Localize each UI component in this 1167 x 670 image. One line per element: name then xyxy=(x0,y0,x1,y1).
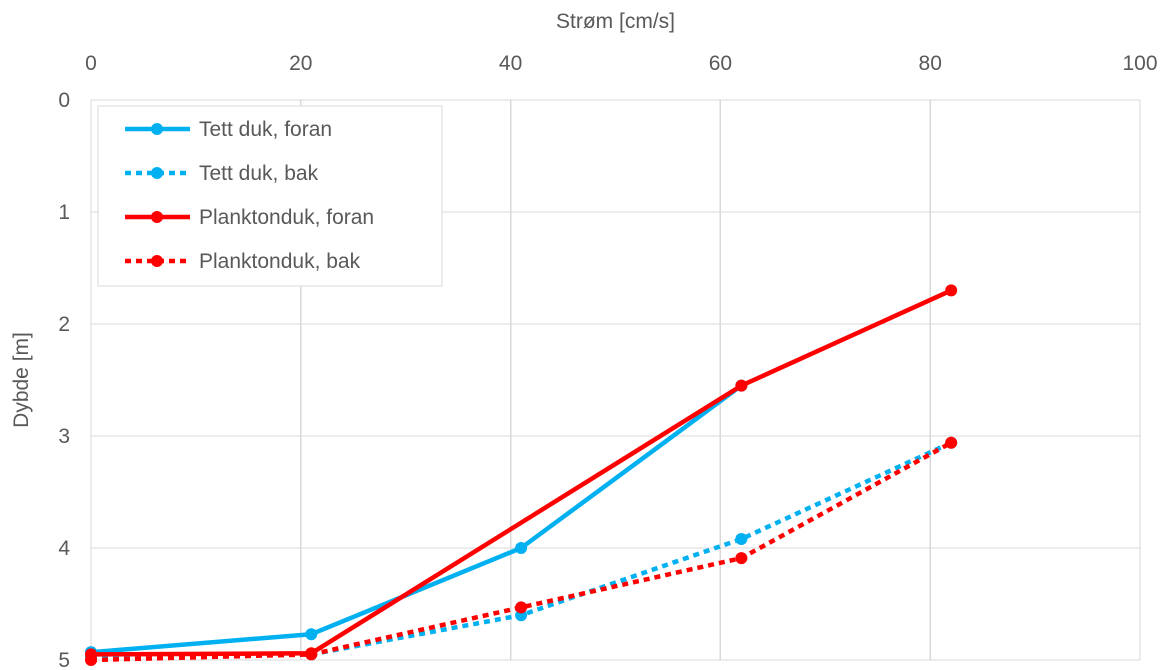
x-tick-label: 20 xyxy=(289,52,312,75)
y-tick-label: 0 xyxy=(58,89,70,112)
legend-item: Tett duk, foran xyxy=(125,118,332,141)
series-line xyxy=(90,440,953,663)
legend-item: Planktonduk, foran xyxy=(125,206,374,229)
data-point xyxy=(85,654,97,666)
y-tick-label: 3 xyxy=(58,425,70,448)
x-tick-labels: 0 20 40 60 80 100 xyxy=(85,52,1157,75)
series-0 xyxy=(85,379,748,659)
series-line xyxy=(88,288,954,657)
data-point xyxy=(735,533,748,546)
y-axis-title: Dybde [m] xyxy=(10,332,33,428)
y-tick-label: 2 xyxy=(58,313,70,336)
legend-marker xyxy=(151,211,163,223)
data-point xyxy=(515,601,528,614)
legend-marker xyxy=(151,123,163,135)
series-lines xyxy=(85,284,958,666)
x-tick-label: 60 xyxy=(709,52,732,75)
series-3 xyxy=(85,436,958,666)
legend-item: Planktonduk, bak xyxy=(125,250,361,273)
x-axis-title: Strøm [cm/s] xyxy=(556,10,675,33)
legend-marker xyxy=(151,167,163,179)
data-point xyxy=(515,542,528,554)
x-tick-label: 40 xyxy=(499,52,522,75)
legend-item: Tett duk, bak xyxy=(125,162,319,185)
y-tick-label: 1 xyxy=(58,201,70,224)
grid-lines xyxy=(90,99,1141,661)
data-point xyxy=(735,379,748,392)
legend-label: Tett duk, bak xyxy=(199,162,319,185)
data-point xyxy=(945,436,958,449)
y-tick-label: 5 xyxy=(58,649,70,670)
legend-label: Tett duk, foran xyxy=(199,118,332,141)
y-tick-labels: 0 1 2 3 4 5 xyxy=(58,89,70,670)
x-tick-label: 80 xyxy=(919,52,942,75)
data-point xyxy=(305,648,318,661)
legend-label: Planktonduk, foran xyxy=(199,206,374,229)
x-tick-label: 0 xyxy=(85,52,97,75)
series-line xyxy=(88,383,744,655)
data-point xyxy=(305,628,318,641)
data-point xyxy=(945,284,958,297)
y-tick-label: 4 xyxy=(58,537,70,560)
x-tick-label: 100 xyxy=(1122,52,1157,75)
legend: Tett duk, foran Tett duk, bak Planktonduk,… xyxy=(97,105,443,287)
legend-marker xyxy=(151,255,163,267)
legend-label: Planktonduk, bak xyxy=(199,250,361,273)
data-point xyxy=(735,552,748,565)
